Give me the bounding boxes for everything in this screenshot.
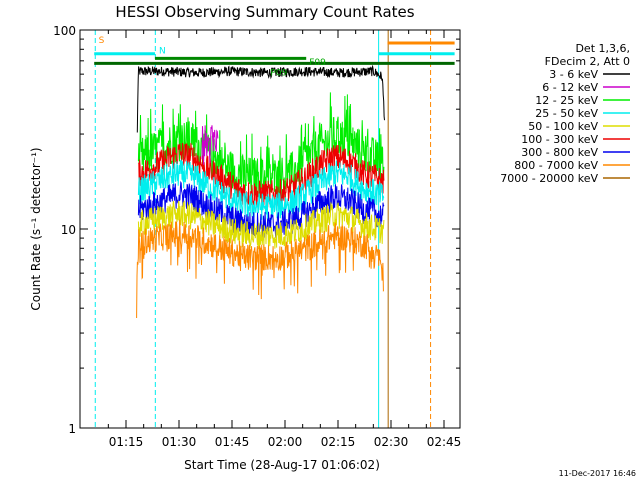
axis-ticks [80,29,460,429]
annotations: S N F09 P09 [99,36,326,78]
x-tick-label: 01:45 [215,435,250,449]
series-line-magenta [201,125,219,165]
legend-label: 6 - 12 keV [542,81,598,94]
y-tick-label: 100 [53,24,76,38]
series-line-6 [136,219,385,319]
x-tick-label: 02:45 [427,435,462,449]
flag-bars [94,41,455,65]
series-line-0 [136,64,385,133]
vertical-markers [94,30,432,428]
y-tick-label: 1 [68,422,76,436]
x-tick-label: 02:15 [321,435,356,449]
y-tick-labels: 1 10 100 [53,24,76,436]
series-line-2 [138,142,385,208]
annotation-1: N [159,46,166,56]
x-axis-label: Start Time (28-Aug-17 01:06:02) [184,458,380,472]
x-tick-label: 02:30 [374,435,409,449]
x-tick-label: 01:15 [109,435,144,449]
series-line-5 [137,200,385,250]
plot-frame [79,29,461,429]
legend-label: 7000 - 20000 keV [500,172,598,185]
legend-label: 50 - 100 keV [528,120,598,133]
legend-header: FDecim 2, Att 0 [545,55,630,68]
series-layer [136,64,385,319]
legend-label: 100 - 300 keV [521,133,598,146]
legend-label: 300 - 800 keV [521,146,598,159]
legend-label: 25 - 50 keV [535,107,598,120]
y-tick-label: 10 [61,223,76,237]
series-line-3 [137,158,385,220]
legend-label: 12 - 25 keV [535,94,598,107]
legend-label: 800 - 7000 keV [514,159,598,172]
chart-title: HESSI Observing Summary Count Rates [115,3,414,21]
x-tick-label: 01:30 [162,435,197,449]
legend-header: Det 1,3,6, [575,42,630,55]
footer-timestamp: 11-Dec-2017 16:46 [559,469,636,478]
x-tick-label: 02:00 [268,435,303,449]
annotation-3: P09 [270,68,287,78]
annotation-2: F09 [309,58,326,68]
annotation-0: S [99,36,105,46]
legend-label: 3 - 6 keV [549,68,598,81]
x-tick-labels: 01:15 01:30 01:45 02:00 02:15 02:30 02:45 [109,435,462,449]
y-axis-label: Count Rate (s⁻¹ detector⁻¹) [29,147,43,310]
series-line-4 [137,180,385,239]
